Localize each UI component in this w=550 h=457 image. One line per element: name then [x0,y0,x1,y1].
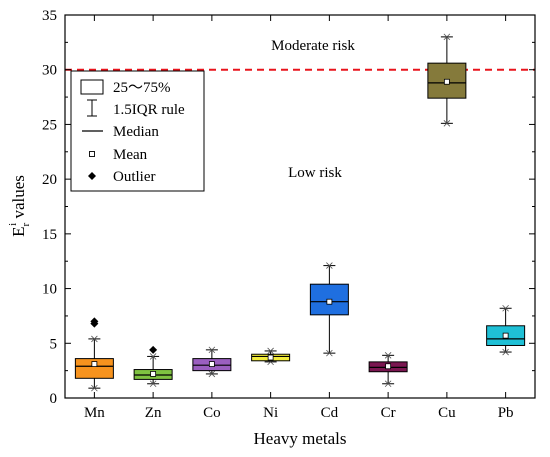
box-Co [192,346,232,378]
mean-Pb [502,332,509,339]
y-axis-title: Eri values [7,175,32,237]
legend-whisker-symbol [87,99,97,117]
min-marker-Zn [149,380,157,388]
x-tick-label-Cd: Cd [321,405,339,421]
x-tick-label-Mn: Mn [84,405,105,421]
x-axis-title: Heavy metals [254,429,347,448]
y-tick-label-10: 10 [42,282,57,298]
box-Mn [74,317,114,392]
axes: 0 5 10 15 20 25 30 35 Mn Zn Co Ni Cd Cr Cu Pb [42,8,535,421]
x-tick-label-Ni: Ni [263,405,278,421]
x-tick-label-Pb: Pb [498,405,514,421]
max-marker-Pb [502,304,509,312]
legend-box-symbol [80,79,104,95]
y-tick-label-25: 25 [42,117,57,133]
y-axis-title-sup: i [7,223,19,226]
max-marker-Ni [267,347,274,355]
plot-marks [65,33,535,392]
legend-outlier-label: Outlier [113,169,156,185]
y-tick-label-5: 5 [50,336,58,352]
legend-whisker-label: 1.5IQR rule [113,102,185,118]
min-marker-Cu [443,120,451,127]
legend-mean-label: Mean [113,147,148,163]
mean-Mn [91,361,98,367]
max-marker-Mn [91,335,98,343]
mean-Ni [267,354,274,361]
min-marker-Cr [384,380,392,388]
mean-Cr [385,363,392,370]
mean-Co [208,361,215,367]
x-tick-label-Cr: Cr [381,405,396,421]
box-Cu [427,33,467,127]
max-marker-Co [208,346,216,354]
zone-label-low-risk: Low risk [288,165,342,181]
y-axis-title-tail: values [9,175,28,223]
box-Cd [309,262,349,357]
max-marker-Cd [326,262,333,269]
y-axis-title-sub: r [20,223,32,227]
y-tick-label-30: 30 [42,63,57,79]
mean-Cu [443,78,450,85]
x-tick-label-Co: Co [203,405,221,421]
y-tick-label-20: 20 [42,172,57,188]
mean-Zn [150,371,157,377]
legend-mean-symbol [89,151,95,157]
legend-median-label: Median [113,124,159,140]
mean-Cd [326,298,333,305]
y-axis-title-main: E [9,227,28,237]
min-marker-Pb [502,348,509,356]
min-marker-Co [208,370,216,378]
x-tick-label-Cu: Cu [438,405,456,421]
box-Zn [133,345,173,388]
iqr-box-Mn [74,358,114,379]
legend: 25～75% 1.5IQR rule Median Mean Outlier [70,70,205,192]
legend-box-label: 25～75% [113,80,171,96]
outlier-Zn-0 [149,345,158,354]
y-tick-label-15: 15 [42,227,57,243]
outlier-Mn-1 [90,317,99,326]
x-tick-label-Zn: Zn [145,405,162,421]
svg-text:Eri values: Eri values [7,175,32,237]
box-Pb [486,304,526,356]
box-Ni [251,347,291,366]
y-tick-label-35: 35 [42,8,57,24]
min-marker-Cd [326,349,333,357]
min-marker-Mn [91,384,98,392]
zone-label-moderate-risk: Moderate risk [271,38,355,54]
max-marker-Zn [149,353,157,360]
y-tick-label-0: 0 [50,391,58,407]
box-Cr [368,352,408,388]
max-marker-Cr [384,352,392,359]
max-marker-Cu [443,33,451,41]
legend-outlier-symbol [88,172,96,180]
